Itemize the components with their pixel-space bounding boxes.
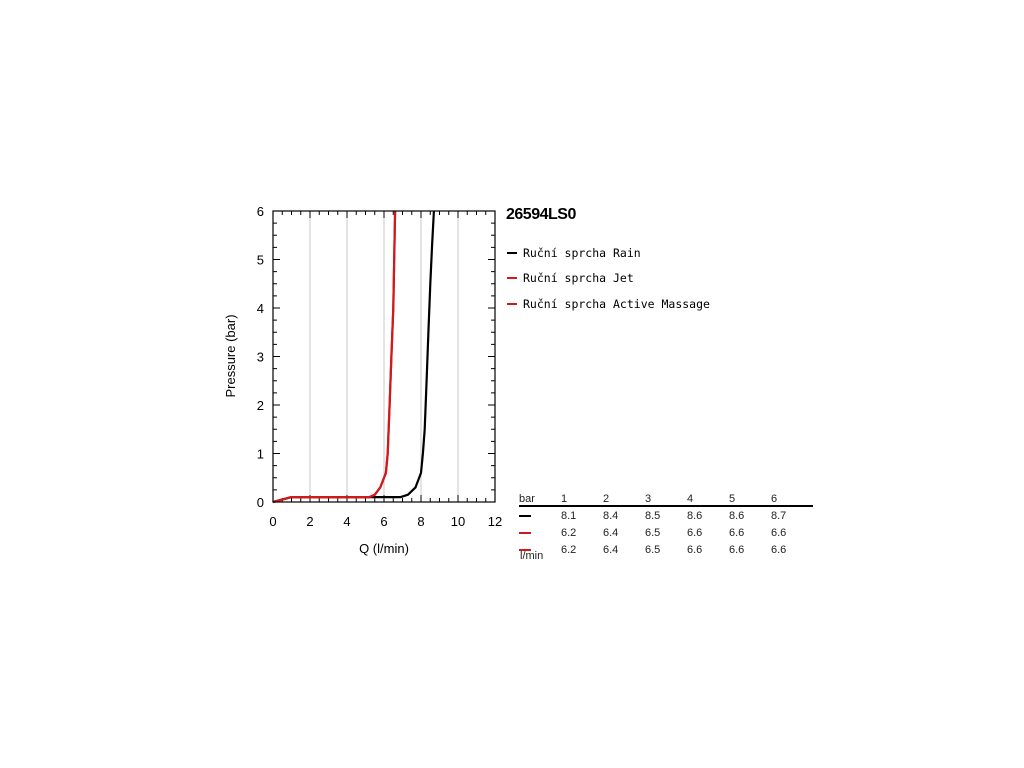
- y-tick-label: 5: [257, 253, 264, 268]
- table-cell: 8.1: [561, 509, 577, 522]
- table-header-pressure: 6: [771, 492, 813, 507]
- x-tick-label: 10: [451, 514, 465, 529]
- legend-label-active-massage: Ruční sprcha Active Massage: [523, 296, 710, 311]
- table-header-unit: bar: [519, 492, 561, 507]
- table-row: 6.2 6.4 6.5 6.6 6.6 6.6: [519, 524, 813, 541]
- legend-swatch-rain: [507, 251, 517, 254]
- table-cell: 6.4: [603, 543, 619, 556]
- table-cell: 6.6: [687, 526, 703, 539]
- x-tick-label: 4: [343, 514, 350, 529]
- table-cell: 6.6: [729, 526, 745, 539]
- series-line-1: [272, 210, 397, 504]
- table-header-pressure: 1: [561, 492, 603, 507]
- table-cell: 8.4: [603, 509, 619, 522]
- table-cell: 6.5: [645, 543, 661, 556]
- series-lines: [272, 210, 435, 504]
- x-tick-label: 8: [417, 514, 424, 529]
- y-tick-label: 4: [257, 301, 264, 316]
- table-header-pressure: 2: [603, 492, 645, 507]
- flow-unit-label: l/min: [520, 550, 544, 562]
- table-cell: 6.2: [561, 526, 577, 539]
- table-cell: 6.5: [645, 526, 661, 539]
- series-line-2: [272, 210, 397, 504]
- x-tick-label: 0: [269, 514, 276, 529]
- table-cell: 6.2: [561, 543, 577, 556]
- x-tick-label: 6: [380, 514, 387, 529]
- y-tick-label: 0: [257, 495, 264, 510]
- table-cell: 6.6: [771, 543, 787, 556]
- table-cell: 6.6: [687, 543, 703, 556]
- table-cell: 6.6: [771, 526, 787, 539]
- product-code: 26594LS0: [506, 206, 576, 223]
- y-tick-label: 1: [257, 447, 264, 462]
- row-swatch: [519, 506, 561, 524]
- table-cell: 8.7: [771, 509, 787, 522]
- x-tick-label: 2: [306, 514, 313, 529]
- x-tick-label: 12: [488, 514, 502, 529]
- legend-swatch-jet: [507, 277, 517, 280]
- legend-label-rain: Ruční sprcha Rain: [523, 245, 641, 260]
- plot-frame: [272, 210, 496, 503]
- table-row: 6.2 6.4 6.5 6.6 6.6 6.6: [519, 541, 813, 558]
- table-header-row: bar 1 2 3 4 5 6: [519, 492, 813, 507]
- legend-label-jet: Ruční sprcha Jet: [523, 271, 634, 286]
- table-header-pressure: 4: [687, 492, 729, 507]
- legend-item-rain: Ruční sprcha Rain: [507, 240, 710, 266]
- table-cell: 8.6: [729, 509, 745, 522]
- legend-item-active-massage: Ruční sprcha Active Massage: [507, 291, 710, 317]
- x-axis-title: Q (l/min): [359, 541, 409, 556]
- legend: Ruční sprcha Rain Ruční sprcha Jet Ruční…: [507, 240, 710, 317]
- legend-item-jet: Ruční sprcha Jet: [507, 266, 710, 292]
- table-header-pressure: 5: [729, 492, 771, 507]
- table-header-pressure: 3: [645, 492, 687, 507]
- grid: [309, 211, 459, 502]
- table-cell: 6.4: [603, 526, 619, 539]
- flow-rate-table: bar 1 2 3 4 5 6 8.1 8.4 8.5 8.6 8.6 8.7 …: [519, 492, 813, 558]
- row-swatch: [519, 541, 561, 558]
- table-cell: 8.5: [645, 509, 661, 522]
- table-cell: 6.6: [729, 543, 745, 556]
- legend-swatch-active-massage: [507, 302, 517, 305]
- y-tick-label: 6: [257, 204, 264, 219]
- y-tick-label: 2: [257, 398, 264, 413]
- series-line-0: [272, 210, 435, 504]
- y-axis-title: Pressure (bar): [223, 314, 238, 397]
- row-swatch: [519, 524, 561, 541]
- y-tick-label: 3: [257, 350, 264, 365]
- table-row: 8.1 8.4 8.5 8.6 8.6 8.7: [519, 506, 813, 524]
- table-cell: 8.6: [687, 509, 703, 522]
